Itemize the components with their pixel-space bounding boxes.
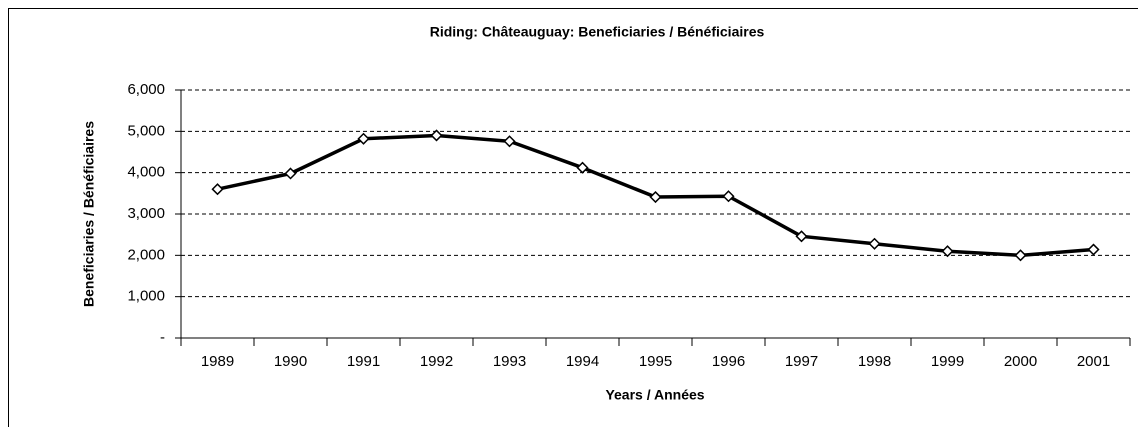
x-tick-label: 1994	[566, 353, 599, 370]
x-tick-label: 1992	[420, 353, 453, 370]
point-marker	[795, 230, 808, 243]
point-marker	[576, 161, 589, 174]
point-marker	[211, 183, 224, 196]
x-tick-label: 1993	[493, 353, 526, 370]
y-axis-label: Beneficiaries / Bénéficiaires	[81, 121, 97, 307]
chart-title: Riding: Châteauguay: Beneficiaries / Bén…	[430, 24, 765, 40]
y-tick-label: 3,000	[127, 205, 165, 222]
x-tick-label: 1998	[858, 353, 891, 370]
x-tick-label: 1991	[347, 353, 380, 370]
x-tick-label: 1989	[201, 353, 234, 370]
x-tick-label: 1995	[639, 353, 672, 370]
x-tick-label: 2001	[1077, 353, 1110, 370]
x-tick-label: 2000	[1004, 353, 1037, 370]
y-tick-label: 1,000	[127, 288, 165, 305]
point-marker	[430, 129, 443, 142]
point-marker	[503, 135, 516, 148]
point-marker	[1014, 249, 1027, 262]
x-tick-label: 1996	[712, 353, 745, 370]
point-marker	[722, 190, 735, 203]
point-marker	[941, 245, 954, 258]
point-marker	[868, 237, 881, 250]
chart-frame	[8, 8, 1138, 427]
y-tick-label: -	[160, 329, 165, 346]
x-axis-label: Years / Années	[605, 387, 704, 403]
y-tick-label: 4,000	[127, 164, 165, 181]
y-tick-label: 6,000	[127, 81, 165, 98]
point-marker	[284, 167, 297, 180]
point-marker	[357, 132, 370, 145]
x-tick-label: 1999	[931, 353, 964, 370]
x-tick-label: 1990	[274, 353, 307, 370]
y-tick-label: 5,000	[127, 122, 165, 139]
point-marker	[1087, 243, 1100, 256]
y-tick-label: 2,000	[127, 246, 165, 263]
x-tick-label: 1997	[785, 353, 818, 370]
point-marker	[649, 190, 662, 204]
